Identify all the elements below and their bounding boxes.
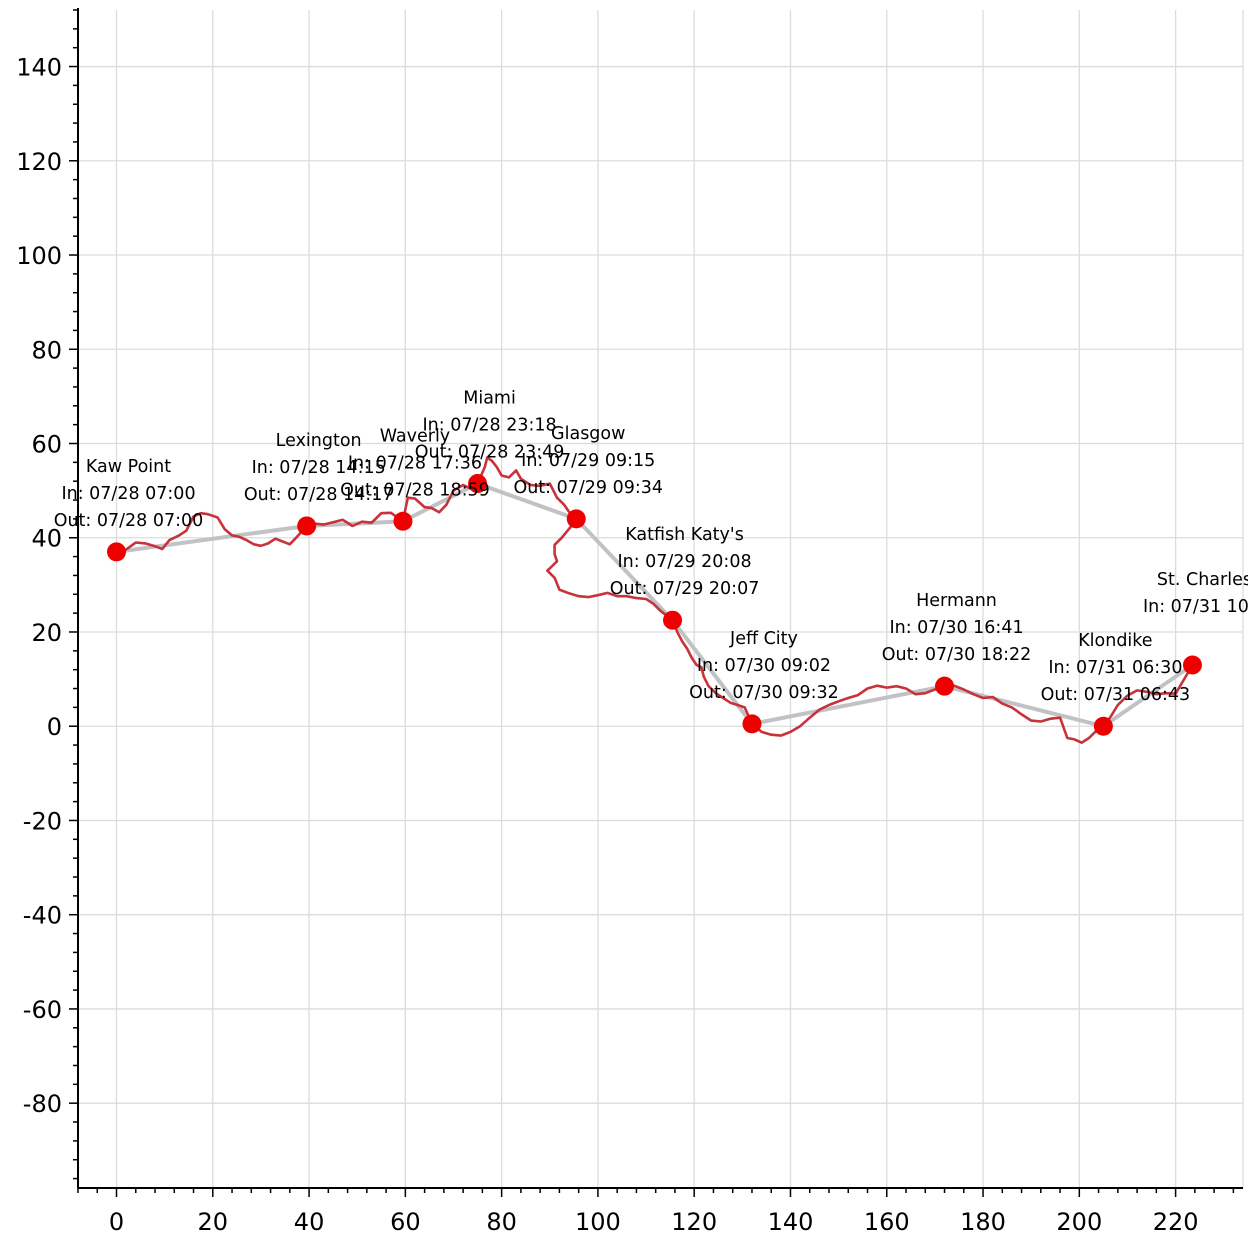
stop-label-in: In: 07/28 14:15 xyxy=(252,458,386,478)
x-tick-label: 80 xyxy=(486,1208,517,1236)
stop-label-in: In: 07/28 07:00 xyxy=(61,484,195,504)
stop-label-out: Out: 07/28 14:17 xyxy=(244,485,394,505)
x-tick-label: 180 xyxy=(960,1208,1006,1236)
x-tick-label: 220 xyxy=(1153,1208,1199,1236)
stop-label-name: Katfish Katy's xyxy=(625,525,744,545)
x-tick-label: 20 xyxy=(198,1208,229,1236)
y-tick-label: 0 xyxy=(47,713,62,741)
stop-marker[interactable] xyxy=(566,509,586,529)
stop-label-in: In: 07/31 06:30 xyxy=(1048,658,1182,678)
x-tick-label: 140 xyxy=(768,1208,814,1236)
stop-label-out: Out: 07/28 18:59 xyxy=(340,480,490,500)
stop-label-name: Kaw Point xyxy=(86,457,171,477)
stop-label-out: Out: 07/29 20:07 xyxy=(610,579,760,599)
stop-label-name: Waverly xyxy=(380,426,450,446)
x-tick-label: 160 xyxy=(864,1208,910,1236)
stop-label-name: Glasgow xyxy=(551,424,625,444)
stop-labels: Kaw Point In: 07/28 07:00 Out: 07/28 07:00… xyxy=(54,389,1248,706)
stop-label-in: In: 07/30 16:41 xyxy=(889,618,1023,638)
y-tick-label: 120 xyxy=(16,148,62,176)
y-tick-label: -60 xyxy=(23,996,62,1024)
stop-marker[interactable] xyxy=(393,511,413,531)
y-tick-label: 80 xyxy=(31,336,62,364)
stop-label-in: In: 07/28 17:36 xyxy=(348,453,482,473)
stop-marker[interactable] xyxy=(935,676,955,696)
stop-label-name: Lexington xyxy=(276,431,362,451)
stop-label-out: Out: 07/28 07:00 xyxy=(54,511,204,531)
stop-label-in: In: 07/28 23:18 xyxy=(422,416,556,436)
stop-marker[interactable] xyxy=(297,516,317,536)
stop-label-out: Out: 07/30 18:22 xyxy=(882,645,1032,665)
axes: 0 20 40 60 80 100 120 140 160 180 200 220-80-60-40-… xyxy=(16,8,1243,1236)
stop-label-name: St. Charles xyxy=(1157,570,1248,590)
stop-label-in: In: 07/30 09:02 xyxy=(697,656,831,676)
y-tick-label: 40 xyxy=(31,525,62,553)
x-tick-label: 40 xyxy=(294,1208,325,1236)
stop-marker[interactable] xyxy=(1093,716,1113,736)
stop-marker[interactable] xyxy=(468,474,488,494)
stop-label-name: Hermann xyxy=(916,591,997,611)
stop-marker[interactable] xyxy=(742,714,762,734)
x-tick-label: 200 xyxy=(1056,1208,1102,1236)
x-tick-label: 60 xyxy=(390,1208,421,1236)
stop-marker[interactable] xyxy=(107,542,127,562)
y-tick-label: 60 xyxy=(31,431,62,459)
y-tick-label: -40 xyxy=(23,902,62,930)
stop-label-out: Out: 07/29 09:34 xyxy=(513,478,663,498)
y-tick-label: 100 xyxy=(16,242,62,270)
x-tick-label: 100 xyxy=(575,1208,621,1236)
stop-label-name: Miami xyxy=(463,389,516,409)
stop-label-name: Klondike xyxy=(1078,631,1152,651)
stop-label-in: In: 07/31 10:2 xyxy=(1143,597,1248,617)
x-tick-label: 120 xyxy=(671,1208,717,1236)
stop-label-out: Out: 07/31 06:43 xyxy=(1041,685,1191,705)
stop-marker[interactable] xyxy=(1182,655,1202,675)
y-tick-label: -20 xyxy=(23,807,62,835)
stop-marker[interactable] xyxy=(663,610,683,630)
x-tick-label: 0 xyxy=(109,1208,124,1236)
series xyxy=(107,456,1202,745)
stop-label-out: Out: 07/28 23:49 xyxy=(415,443,565,463)
stop-label-name: Jeff City xyxy=(729,629,798,649)
stop-label-out: Out: 07/30 09:32 xyxy=(689,683,839,703)
stop-label-in: In: 07/29 20:08 xyxy=(617,552,751,572)
y-tick-label: 20 xyxy=(31,619,62,647)
y-tick-label: 140 xyxy=(16,54,62,82)
grid xyxy=(78,10,1244,1188)
stop-label-in: In: 07/29 09:15 xyxy=(521,451,655,471)
y-tick-label: -80 xyxy=(23,1090,62,1118)
